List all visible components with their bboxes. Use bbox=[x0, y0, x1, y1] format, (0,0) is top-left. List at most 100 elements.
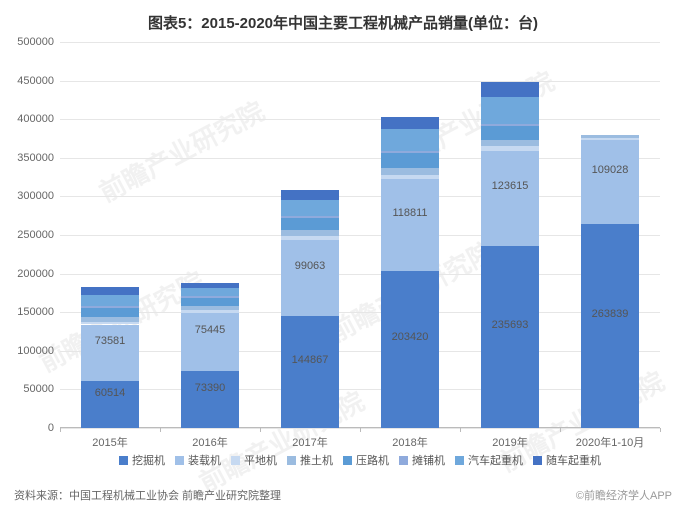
legend-label: 随车起重机 bbox=[546, 452, 601, 468]
bar-segment-paver bbox=[481, 124, 539, 126]
legend-label: 推土机 bbox=[300, 452, 333, 468]
bar-segment-truck_crane bbox=[281, 200, 339, 215]
y-axis-label: 400000 bbox=[4, 113, 54, 125]
legend-swatch bbox=[455, 456, 464, 465]
y-axis-label: 250000 bbox=[4, 229, 54, 241]
bar-segment-paver bbox=[181, 296, 239, 298]
bar-column: 235693123615 bbox=[481, 42, 539, 428]
bar-segment-grader bbox=[281, 236, 339, 240]
x-tick bbox=[660, 428, 661, 432]
bar-segment-loader bbox=[81, 325, 139, 382]
bar-segment-lorry_crane bbox=[381, 117, 439, 129]
y-axis-label: 50000 bbox=[4, 383, 54, 395]
legend-label: 摊铺机 bbox=[412, 452, 445, 468]
y-axis-label: 150000 bbox=[4, 306, 54, 318]
credit-text: ©前瞻经济学人APP bbox=[576, 487, 672, 503]
legend-item-paver: 摊铺机 bbox=[399, 452, 445, 468]
x-tick bbox=[360, 428, 361, 432]
bar-segment-loader bbox=[181, 313, 239, 371]
x-axis-label: 2015年 bbox=[92, 428, 127, 450]
legend-item-bulldozer: 推土机 bbox=[287, 452, 333, 468]
legend-label: 汽车起重机 bbox=[468, 452, 523, 468]
grid-line bbox=[60, 274, 660, 275]
legend-swatch bbox=[533, 456, 542, 465]
legend-label: 压路机 bbox=[356, 452, 389, 468]
bar-segment-grader bbox=[81, 322, 139, 325]
bar-column: 14486799063 bbox=[281, 42, 339, 428]
bar-column: 203420118811 bbox=[381, 42, 439, 428]
grid-line bbox=[60, 389, 660, 390]
legend-label: 平地机 bbox=[244, 452, 277, 468]
bar-segment-excavator bbox=[581, 224, 639, 428]
legend-swatch bbox=[343, 456, 352, 465]
x-axis-label: 2020年1-10月 bbox=[576, 428, 645, 450]
grid-line bbox=[60, 158, 660, 159]
bar-column: 6051473581 bbox=[81, 42, 139, 428]
chart-title: 图表5：2015-2020年中国主要工程机械产品销量(单位：台) bbox=[0, 0, 686, 33]
bar-segment-truck_crane bbox=[481, 97, 539, 123]
x-tick bbox=[560, 428, 561, 432]
grid-line bbox=[60, 196, 660, 197]
grid-line bbox=[60, 119, 660, 120]
bar-segment-bulldozer bbox=[281, 230, 339, 235]
bar-segment-bulldozer bbox=[81, 317, 139, 322]
grid-line bbox=[60, 351, 660, 352]
legend-swatch bbox=[119, 456, 128, 465]
grid-line bbox=[60, 235, 660, 236]
bar-segment-roller bbox=[81, 308, 139, 317]
bar-column: 7339075445 bbox=[181, 42, 239, 428]
legend-swatch bbox=[231, 456, 240, 465]
source-text: 资料来源：中国工程机械工业协会 前瞻产业研究院整理 bbox=[14, 487, 281, 503]
bar-segment-grader bbox=[381, 175, 439, 180]
x-axis-label: 2018年 bbox=[392, 428, 427, 450]
bar-segment-lorry_crane bbox=[481, 82, 539, 97]
bar-segment-excavator bbox=[481, 246, 539, 428]
bar-segment-roller bbox=[381, 153, 439, 168]
x-tick bbox=[160, 428, 161, 432]
chart-area: 前瞻产业研究院前瞻产业研究院前瞻产业研究院前瞻产业研究院前瞻产业研究院前瞻产业研… bbox=[60, 42, 660, 428]
legend-item-lorry_crane: 随车起重机 bbox=[533, 452, 601, 468]
bar-segment-grader bbox=[581, 138, 639, 140]
y-axis-label: 300000 bbox=[4, 190, 54, 202]
bar-segment-lorry_crane bbox=[81, 287, 139, 295]
bar-segment-bulldozer bbox=[581, 135, 639, 138]
bar-segment-roller bbox=[281, 218, 339, 230]
bar-segment-excavator bbox=[281, 316, 339, 428]
y-axis-label: 200000 bbox=[4, 268, 54, 280]
legend-item-roller: 压路机 bbox=[343, 452, 389, 468]
x-axis-label: 2016年 bbox=[192, 428, 227, 450]
bar-column: 263839109028 bbox=[581, 42, 639, 428]
bar-segment-paver bbox=[81, 306, 139, 308]
legend-item-loader: 装载机 bbox=[175, 452, 221, 468]
legend: 挖掘机装载机 平地机 推土机 压路机 摊铺机 汽车起重机 随车起重机 bbox=[60, 452, 660, 468]
bar-segment-roller bbox=[181, 298, 239, 306]
bar-segment-grader bbox=[481, 146, 539, 151]
y-axis-label: 450000 bbox=[4, 75, 54, 87]
bar-segment-loader bbox=[281, 240, 339, 316]
bar-segment-paver bbox=[281, 216, 339, 218]
legend-label: 挖掘机 bbox=[132, 452, 165, 468]
x-tick bbox=[60, 428, 61, 432]
y-axis-label: 350000 bbox=[4, 152, 54, 164]
legend-swatch bbox=[399, 456, 408, 465]
y-axis-label: 500000 bbox=[4, 36, 54, 48]
legend-item-grader: 平地机 bbox=[231, 452, 277, 468]
bar-segment-bulldozer bbox=[181, 306, 239, 310]
y-axis-label: 100000 bbox=[4, 345, 54, 357]
bar-segment-grader bbox=[181, 310, 239, 313]
bar-segment-loader bbox=[581, 140, 639, 224]
x-tick bbox=[460, 428, 461, 432]
bar-segment-lorry_crane bbox=[181, 283, 239, 288]
grid-line bbox=[60, 312, 660, 313]
bar-segment-truck_crane bbox=[181, 288, 239, 296]
x-tick bbox=[260, 428, 261, 432]
bar-segment-paver bbox=[381, 151, 439, 153]
bar-segment-bulldozer bbox=[481, 140, 539, 146]
bar-segment-loader bbox=[481, 151, 539, 246]
bar-segment-excavator bbox=[181, 371, 239, 428]
bar-segment-lorry_crane bbox=[281, 190, 339, 200]
legend-item-truck_crane: 汽车起重机 bbox=[455, 452, 523, 468]
bar-segment-loader bbox=[381, 179, 439, 271]
grid-line bbox=[60, 81, 660, 82]
y-axis-label: 0 bbox=[4, 422, 54, 434]
